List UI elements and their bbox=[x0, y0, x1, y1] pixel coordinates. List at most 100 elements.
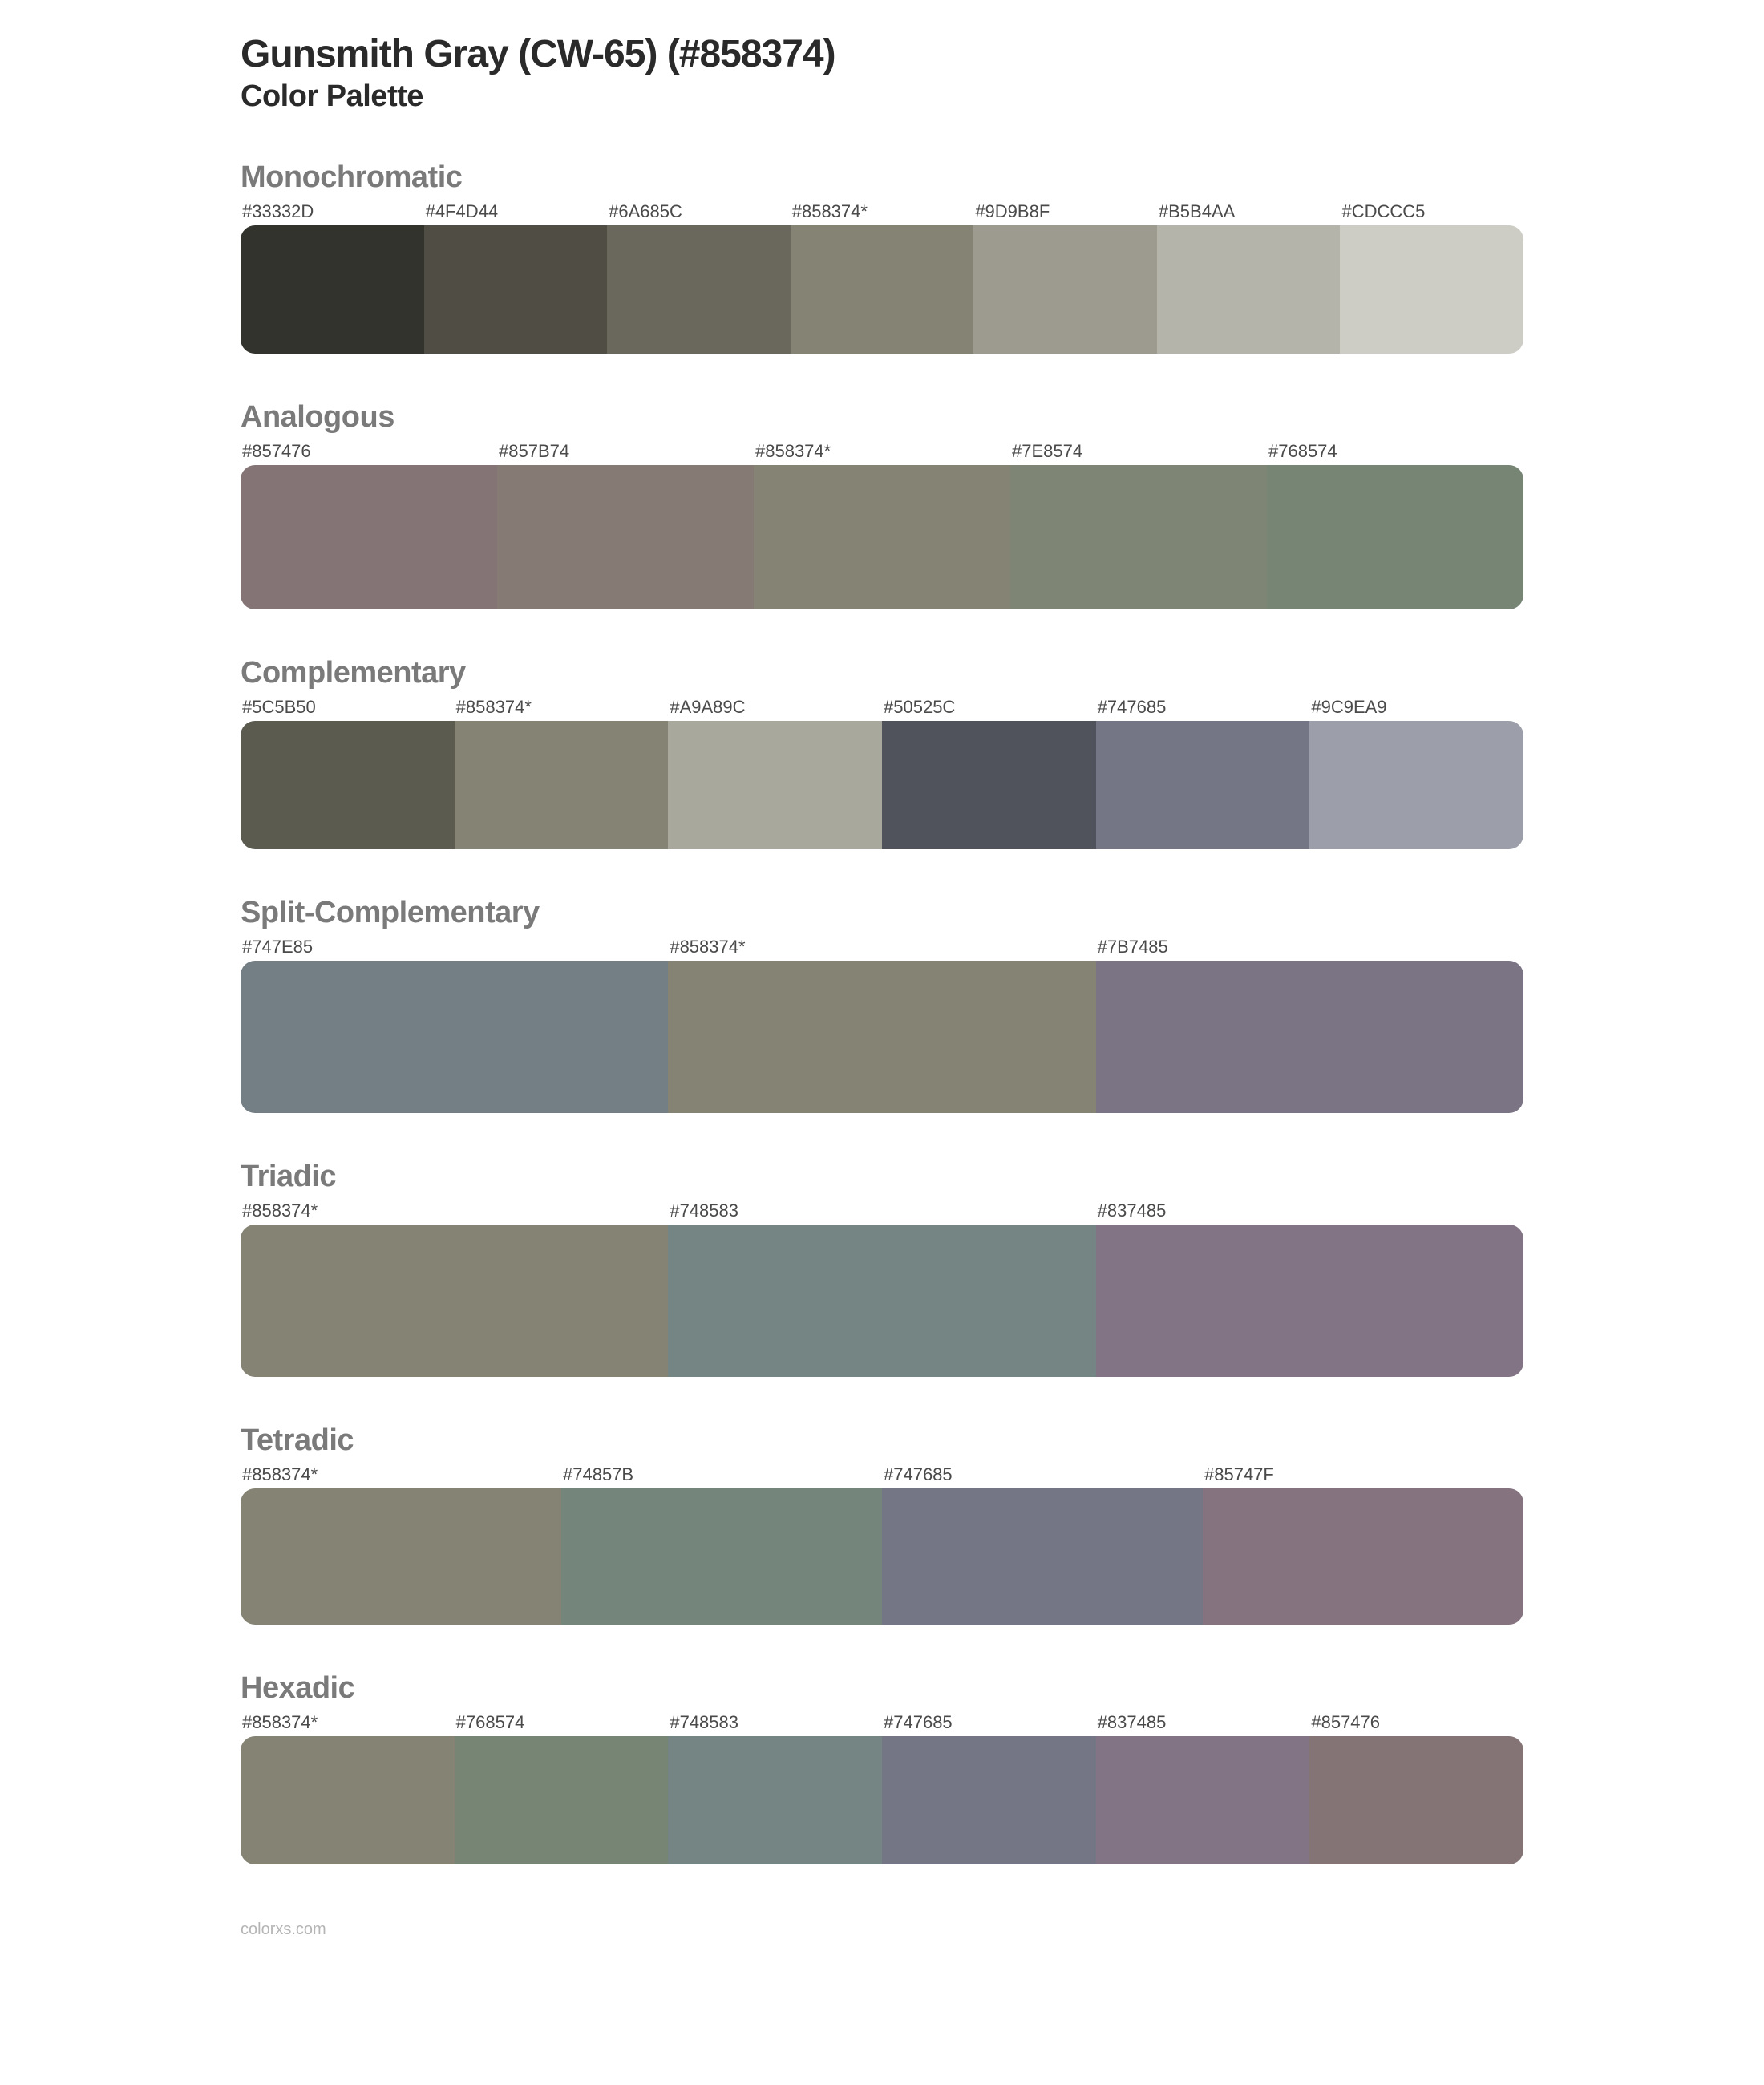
color-swatch[interactable] bbox=[1010, 465, 1267, 609]
page-subtitle: Color Palette bbox=[241, 79, 1523, 114]
section-title: Monochromatic bbox=[241, 160, 1523, 195]
swatch-label: #74857B bbox=[561, 1464, 882, 1485]
page-title: Gunsmith Gray (CW-65) (#858374) bbox=[241, 32, 1523, 76]
swatch-label: #9D9B8F bbox=[973, 201, 1157, 222]
color-swatch[interactable] bbox=[668, 1736, 882, 1864]
color-swatch[interactable] bbox=[791, 225, 974, 354]
section-title: Analogous bbox=[241, 400, 1523, 435]
color-swatch[interactable] bbox=[668, 1225, 1095, 1377]
color-swatch[interactable] bbox=[455, 1736, 669, 1864]
color-swatch[interactable] bbox=[241, 1736, 455, 1864]
swatch-row bbox=[241, 1488, 1523, 1625]
palette-section: Analogous #857476#857B74#858374*#7E8574#7… bbox=[241, 400, 1523, 609]
color-swatch[interactable] bbox=[668, 961, 1095, 1113]
color-swatch[interactable] bbox=[497, 465, 754, 609]
section-title: Complementary bbox=[241, 656, 1523, 690]
swatch-label: #747685 bbox=[1096, 697, 1310, 718]
swatch-label: #858374* bbox=[455, 697, 669, 718]
swatch-label: #33332D bbox=[241, 201, 424, 222]
color-swatch[interactable] bbox=[1096, 721, 1310, 849]
swatch-labels-row: #5C5B50#858374*#A9A89C#50525C#747685#9C9… bbox=[241, 697, 1523, 718]
section-title: Triadic bbox=[241, 1160, 1523, 1194]
swatch-label: #748583 bbox=[668, 1712, 882, 1733]
color-swatch[interactable] bbox=[1157, 225, 1341, 354]
swatch-row bbox=[241, 721, 1523, 849]
swatch-label: #857476 bbox=[241, 441, 497, 462]
color-swatch[interactable] bbox=[668, 721, 882, 849]
swatch-label: #CDCCC5 bbox=[1340, 201, 1523, 222]
swatch-label: #85747F bbox=[1203, 1464, 1523, 1485]
footer-credit: colorxs.com bbox=[241, 1921, 1523, 1939]
palette-section: Split-Complementary #747E85#858374*#7B748… bbox=[241, 896, 1523, 1113]
color-swatch[interactable] bbox=[561, 1488, 882, 1625]
color-swatch[interactable] bbox=[424, 225, 608, 354]
swatch-row bbox=[241, 465, 1523, 609]
color-swatch[interactable] bbox=[1096, 1736, 1310, 1864]
color-swatch[interactable] bbox=[1096, 961, 1523, 1113]
color-swatch[interactable] bbox=[1203, 1488, 1523, 1625]
swatch-label: #858374* bbox=[668, 937, 1095, 957]
swatch-label: #748583 bbox=[668, 1200, 1095, 1221]
swatch-row bbox=[241, 225, 1523, 354]
swatch-label: #7B7485 bbox=[1096, 937, 1523, 957]
palette-section: Triadic #858374*#748583#837485 bbox=[241, 1160, 1523, 1377]
swatch-labels-row: #857476#857B74#858374*#7E8574#768574 bbox=[241, 441, 1523, 462]
swatch-labels-row: #747E85#858374*#7B7485 bbox=[241, 937, 1523, 957]
color-swatch[interactable] bbox=[455, 721, 669, 849]
color-swatch[interactable] bbox=[1096, 1225, 1523, 1377]
color-swatch[interactable] bbox=[607, 225, 791, 354]
swatch-label: #858374* bbox=[791, 201, 974, 222]
swatch-label: #857476 bbox=[1309, 1712, 1523, 1733]
swatch-labels-row: #858374*#768574#748583#747685#837485#857… bbox=[241, 1712, 1523, 1733]
swatch-label: #5C5B50 bbox=[241, 697, 455, 718]
swatch-row bbox=[241, 1225, 1523, 1377]
swatch-label: #837485 bbox=[1096, 1200, 1523, 1221]
color-swatch[interactable] bbox=[241, 961, 668, 1113]
swatch-label: #747E85 bbox=[241, 937, 668, 957]
color-swatch[interactable] bbox=[882, 1736, 1096, 1864]
swatch-labels-row: #858374*#748583#837485 bbox=[241, 1200, 1523, 1221]
swatch-label: #7E8574 bbox=[1010, 441, 1267, 462]
swatch-label: #858374* bbox=[241, 1712, 455, 1733]
swatch-label: #768574 bbox=[455, 1712, 669, 1733]
swatch-label: #4F4D44 bbox=[424, 201, 608, 222]
color-swatch[interactable] bbox=[241, 465, 497, 609]
color-swatch[interactable] bbox=[1309, 721, 1523, 849]
swatch-label: #A9A89C bbox=[668, 697, 882, 718]
swatch-label: #768574 bbox=[1267, 441, 1523, 462]
swatch-row bbox=[241, 961, 1523, 1113]
swatch-label: #9C9EA9 bbox=[1309, 697, 1523, 718]
palette-section: Hexadic #858374*#768574#748583#747685#837… bbox=[241, 1671, 1523, 1864]
swatch-label: #6A685C bbox=[607, 201, 791, 222]
swatch-label: #50525C bbox=[882, 697, 1096, 718]
swatch-label: #837485 bbox=[1096, 1712, 1310, 1733]
swatch-label: #B5B4AA bbox=[1157, 201, 1341, 222]
color-swatch[interactable] bbox=[1340, 225, 1523, 354]
swatch-label: #747685 bbox=[882, 1464, 1203, 1485]
swatch-label: #747685 bbox=[882, 1712, 1096, 1733]
palette-section: Monochromatic #33332D#4F4D44#6A685C#85837… bbox=[241, 160, 1523, 354]
swatch-label: #858374* bbox=[241, 1464, 561, 1485]
section-title: Split-Complementary bbox=[241, 896, 1523, 930]
swatch-label: #858374* bbox=[241, 1200, 668, 1221]
swatch-labels-row: #33332D#4F4D44#6A685C#858374*#9D9B8F#B5B… bbox=[241, 201, 1523, 222]
color-swatch[interactable] bbox=[1309, 1736, 1523, 1864]
swatch-label: #857B74 bbox=[497, 441, 754, 462]
color-swatch[interactable] bbox=[754, 465, 1010, 609]
swatch-labels-row: #858374*#74857B#747685#85747F bbox=[241, 1464, 1523, 1485]
color-swatch[interactable] bbox=[882, 1488, 1203, 1625]
color-swatch[interactable] bbox=[241, 1488, 561, 1625]
color-swatch[interactable] bbox=[1267, 465, 1523, 609]
color-swatch[interactable] bbox=[241, 225, 424, 354]
swatch-label: #858374* bbox=[754, 441, 1010, 462]
palette-section: Complementary #5C5B50#858374*#A9A89C#5052… bbox=[241, 656, 1523, 849]
swatch-row bbox=[241, 1736, 1523, 1864]
palette-sections: Monochromatic#33332D#4F4D44#6A685C#85837… bbox=[241, 160, 1523, 1864]
color-swatch[interactable] bbox=[241, 721, 455, 849]
color-swatch[interactable] bbox=[882, 721, 1096, 849]
color-swatch[interactable] bbox=[241, 1225, 668, 1377]
section-title: Hexadic bbox=[241, 1671, 1523, 1706]
color-swatch[interactable] bbox=[973, 225, 1157, 354]
palette-section: Tetradic #858374*#74857B#747685#85747F bbox=[241, 1423, 1523, 1625]
section-title: Tetradic bbox=[241, 1423, 1523, 1458]
